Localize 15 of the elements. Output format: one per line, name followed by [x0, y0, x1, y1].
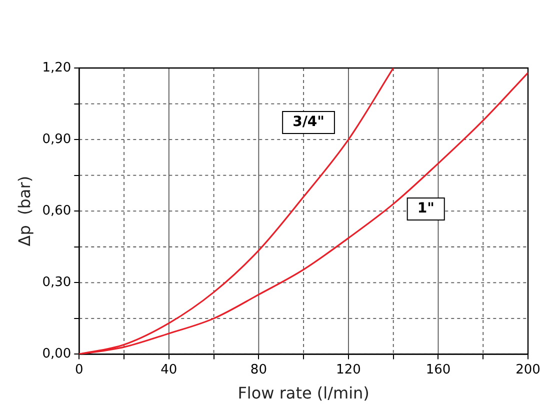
series-label: 1"	[417, 200, 434, 217]
y-tick-label: 0,00	[42, 346, 72, 362]
x-tick-label: 200	[516, 362, 540, 378]
y-tick-label: 0,30	[42, 275, 72, 290]
y-tick-label: 1,20	[42, 60, 72, 76]
x-axis-title: Flow rate (l/min)	[238, 384, 370, 403]
x-tick-label: 160	[426, 362, 451, 378]
y-axis-title: Δp (bar)	[14, 176, 34, 246]
x-tick-label: 120	[336, 362, 361, 378]
x-tick-label: 80	[250, 362, 267, 378]
x-tick-label: 40	[160, 362, 178, 378]
y-tick-label: 0,60	[42, 203, 72, 218]
x-tick-label: 0	[75, 362, 84, 378]
series-label: 3/4"	[292, 114, 324, 130]
y-tick-label: 0,90	[42, 132, 72, 147]
